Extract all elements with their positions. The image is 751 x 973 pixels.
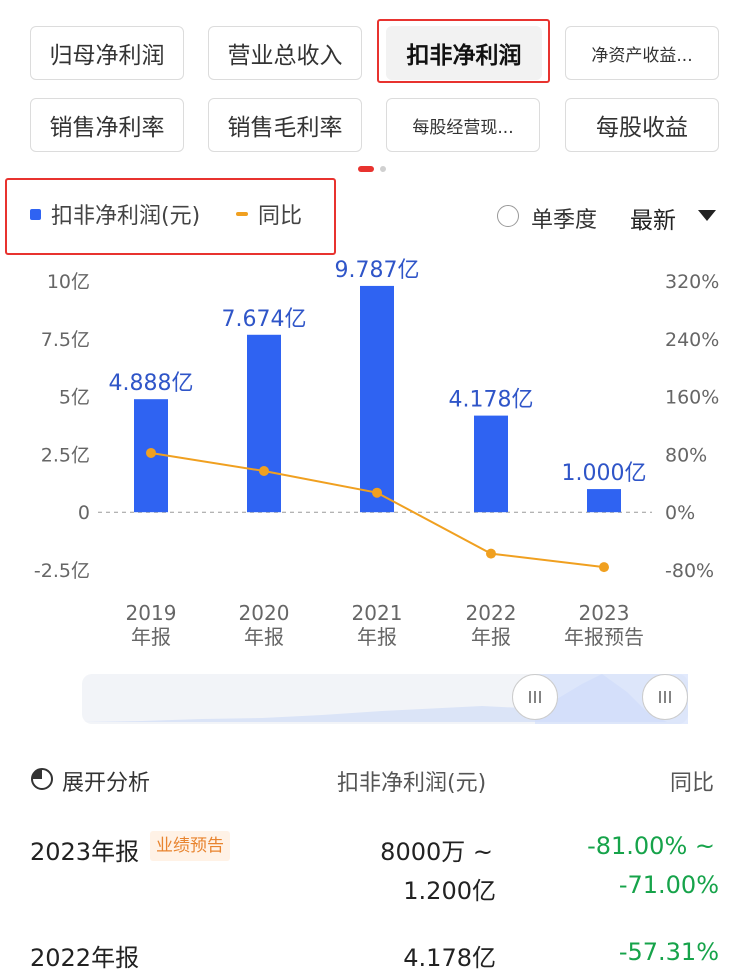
x-axis-tick: 2021	[352, 601, 403, 625]
bar	[474, 415, 508, 513]
legend-line: 同比	[236, 198, 302, 230]
profit-chart: 10亿 7.5亿 5亿 2.5亿 0 -2.5亿 320% 240% 160% 80% 0% -80%…	[34, 258, 719, 649]
right-axis-tick: 80%	[665, 444, 707, 466]
tab-deducted-net-profit[interactable]: 扣非净利润	[386, 26, 542, 80]
legend-bar-label: 扣非净利润(元)	[51, 204, 201, 229]
x-axis-tick: 年报	[244, 625, 284, 649]
right-axis-tick: 0%	[665, 502, 695, 524]
expand-analysis-button[interactable]: 展开分析	[62, 771, 151, 796]
right-axis-tick: 240%	[665, 329, 719, 351]
grip-icon	[529, 691, 541, 703]
bar-legend-swatch	[30, 208, 41, 220]
tab-eps[interactable]: 每股收益	[565, 98, 719, 152]
left-axis-tick: 0	[78, 502, 90, 524]
right-axis-tick: 160%	[665, 387, 719, 409]
yoy-point	[146, 447, 156, 458]
row-2023-value-line1: 8000万 ~	[380, 838, 493, 866]
active-tab-highlight	[377, 19, 550, 83]
tab-gross-margin[interactable]: 销售毛利率	[208, 98, 362, 152]
left-axis-tick: 5亿	[59, 387, 90, 409]
legend-highlight	[5, 178, 336, 255]
row-2022-value: 4.178亿	[403, 944, 496, 972]
tab-operating-cashflow[interactable]: 每股经营现...	[386, 98, 540, 152]
row-year-2022: 2022年报	[30, 944, 140, 972]
left-axis-tick: -2.5亿	[34, 560, 90, 582]
bar-value-label: 4.888亿	[109, 371, 194, 396]
row-2022-yoy: -57.31%	[618, 938, 719, 966]
pie-chart-icon[interactable]	[30, 767, 54, 791]
bar	[247, 334, 281, 513]
x-axis-tick: 年报	[131, 625, 171, 649]
row-2023-value-line2: 1.200亿	[403, 877, 496, 905]
page-indicator	[380, 166, 386, 172]
range-slider[interactable]	[82, 668, 692, 726]
legend-bar: 扣非净利润(元)	[30, 198, 200, 230]
chevron-down-icon[interactable]	[697, 209, 717, 223]
bar-value-label: 1.000亿	[562, 461, 647, 486]
row-2023-yoy-line1: -81.00% ~	[587, 832, 715, 860]
x-axis-tick: 年报	[471, 625, 511, 649]
sort-dropdown[interactable]: 最新	[630, 208, 676, 234]
left-axis-tick: 2.5亿	[41, 444, 90, 466]
right-axis-tick: 320%	[665, 271, 719, 293]
slider-right-handle[interactable]	[642, 674, 688, 720]
legend-line-label: 同比	[258, 204, 303, 229]
left-axis-tick: 7.5亿	[41, 329, 90, 351]
tab-roe[interactable]: 净资产收益...	[565, 26, 719, 80]
page-indicator-active	[358, 166, 374, 172]
x-axis-tick: 2020	[239, 601, 290, 625]
tab-parent-net-profit[interactable]: 归母净利润	[30, 26, 184, 80]
right-axis-tick: -80%	[665, 560, 714, 582]
x-axis-tick: 年报预告	[564, 625, 644, 649]
bar-value-label: 7.674亿	[222, 307, 307, 332]
row-year-2023: 2023年报	[30, 838, 140, 866]
x-axis-tick: 2022	[466, 601, 517, 625]
bar-value-label: 9.787亿	[335, 258, 420, 283]
bar-value-label: 4.178亿	[449, 388, 534, 413]
x-axis-tick: 2019	[126, 601, 177, 625]
tab-total-revenue[interactable]: 营业总收入	[208, 26, 362, 80]
yoy-point	[372, 487, 382, 498]
forecast-badge: 业绩预告	[150, 831, 230, 861]
left-axis-tick: 10亿	[47, 271, 90, 293]
line-legend-swatch	[236, 212, 248, 216]
row-2023-yoy-line2: -71.00%	[618, 871, 719, 899]
yoy-point	[486, 548, 496, 559]
bar	[587, 489, 621, 513]
yoy-point	[259, 466, 269, 477]
single-quarter-label[interactable]: 单季度	[531, 208, 598, 233]
grip-icon	[659, 691, 671, 703]
slider-left-handle[interactable]	[512, 674, 558, 720]
x-axis-tick: 年报	[357, 625, 397, 649]
yoy-point	[599, 562, 609, 573]
single-quarter-radio[interactable]	[497, 205, 519, 227]
bar	[360, 285, 394, 513]
column-header-yoy: 同比	[670, 771, 715, 796]
x-axis-tick: 2023	[579, 601, 630, 625]
column-header-value: 扣非净利润(元)	[337, 771, 487, 796]
tab-net-margin[interactable]: 销售净利率	[30, 98, 184, 152]
